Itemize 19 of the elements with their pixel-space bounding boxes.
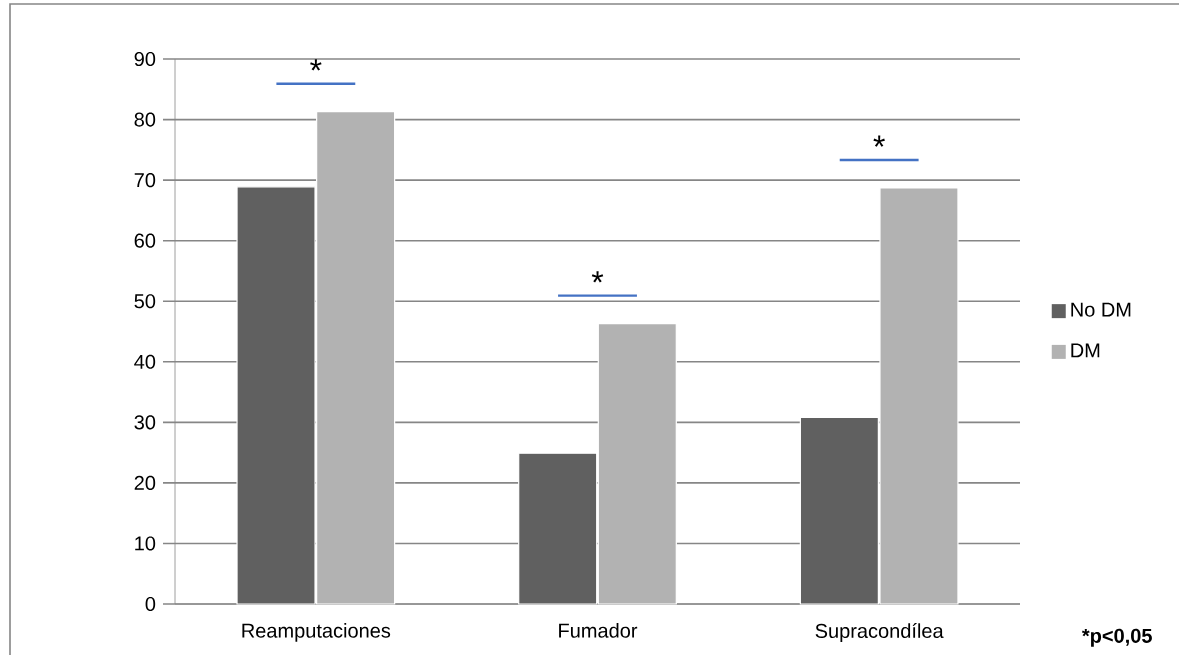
annotation: * — [591, 271, 604, 283]
y-tick-label: 40 — [134, 354, 156, 369]
y-tick-label: 20 — [134, 475, 156, 490]
text: *p<0,05 — [1081, 628, 1152, 647]
x-tick-label: Reamputaciones — [242, 623, 391, 642]
x-tick-label: Fumador — [559, 623, 638, 638]
y-tick-label: 0 — [145, 596, 156, 612]
y-tick-label: 80 — [134, 112, 156, 127]
x-tick-label: Supracondílea — [815, 623, 944, 642]
annotation: * — [873, 135, 885, 147]
legend-label: No DM — [1071, 302, 1131, 317]
legend-label: DM — [1071, 343, 1100, 358]
y-tick-label: 10 — [135, 536, 156, 551]
annotation: * — [310, 59, 322, 71]
y-tick-label: 30 — [134, 415, 156, 430]
y-tick-label: 60 — [134, 233, 156, 248]
y-tick-label: 90 — [134, 51, 156, 67]
y-tick-label: 50 — [134, 294, 156, 309]
y-tick-label: 70 — [134, 173, 156, 188]
